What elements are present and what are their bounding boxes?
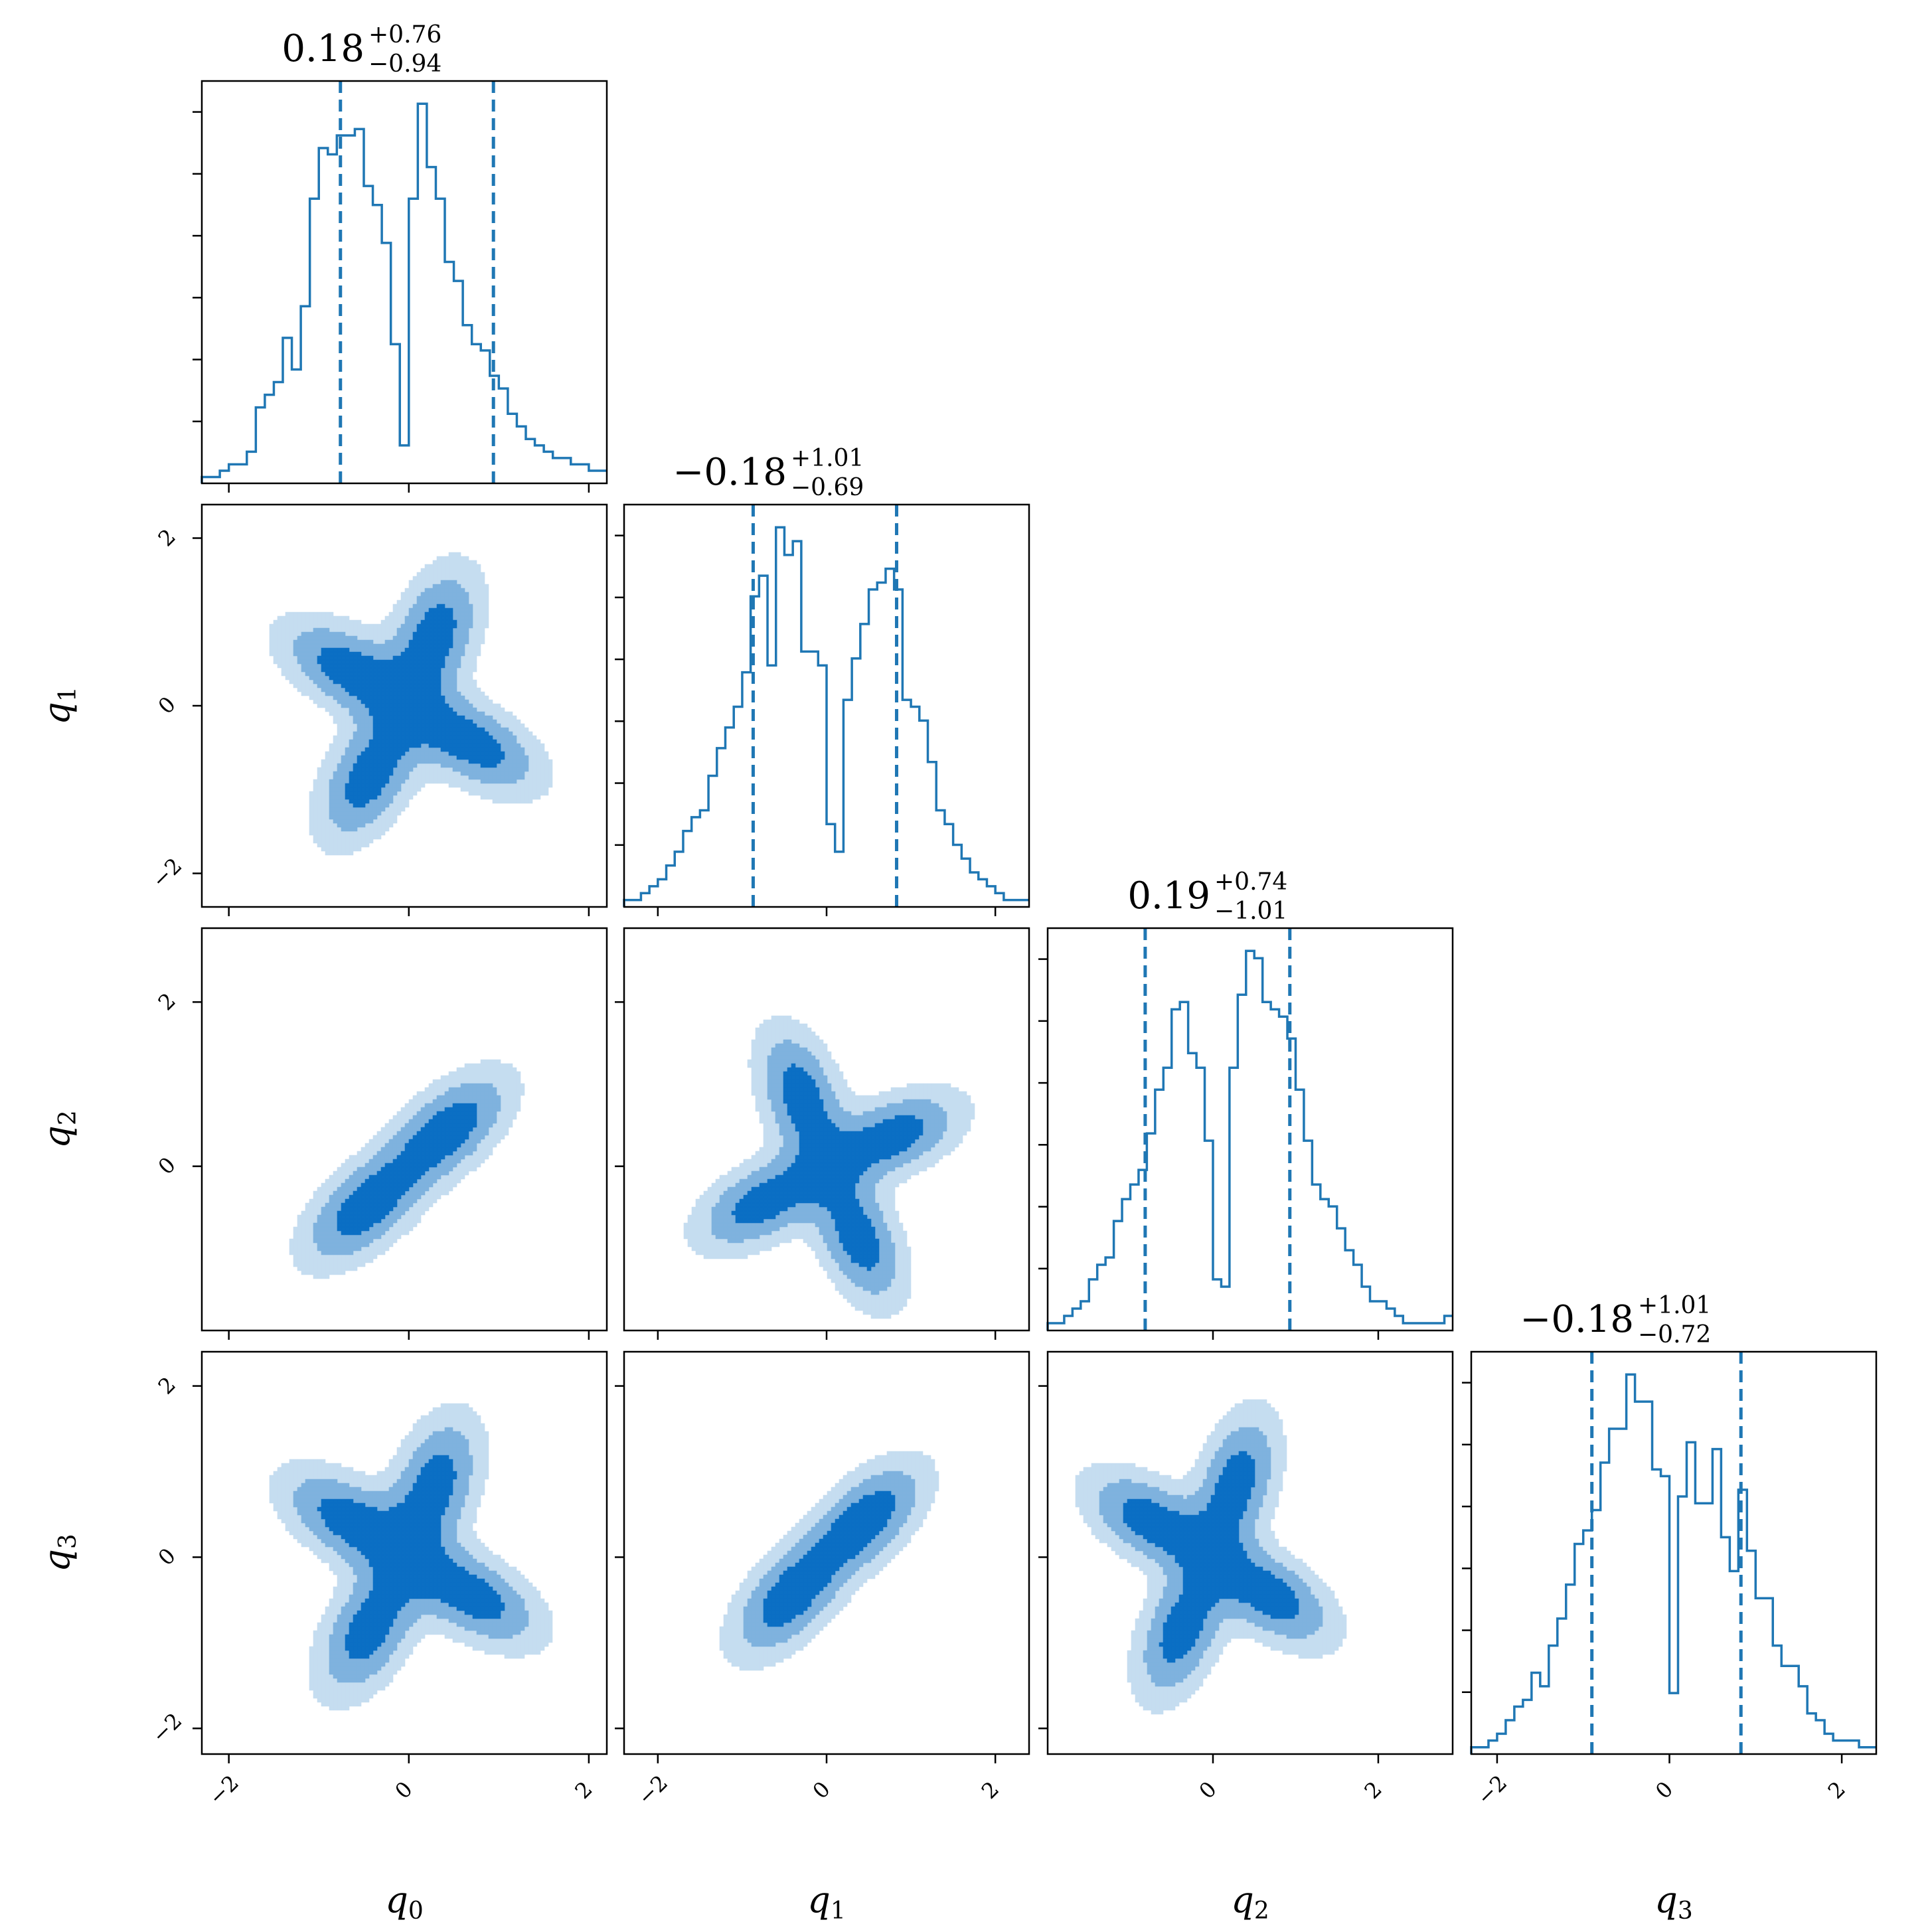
y-tick-label-q3: −2 <box>147 1708 187 1747</box>
marginal-title-plus: +1.01 <box>791 445 864 472</box>
marginal-title-minus: −0.69 <box>791 474 864 501</box>
pair-panel-q1-q2 <box>623 927 1030 1332</box>
density-level-3 <box>763 1490 896 1627</box>
marginal-title-median: 0.19 <box>1127 874 1210 918</box>
density-level-3 <box>731 1063 924 1271</box>
x-tick-label-q0: 2 <box>570 1777 597 1804</box>
histogram-line <box>623 526 1029 907</box>
x-axis-name-q3: q3 <box>1654 1879 1692 1925</box>
panel-frame <box>1046 1350 1454 1755</box>
x-tick-label-q1: 0 <box>808 1777 835 1804</box>
y-tick-label-q3: 2 <box>153 1372 181 1399</box>
pair-panel-q0-q1 <box>201 503 608 908</box>
panel-frame <box>201 927 608 1332</box>
y-tick-label-q1: 0 <box>153 692 181 719</box>
pair-panel-q1-q3 <box>623 1350 1030 1755</box>
density-level-3 <box>317 604 505 808</box>
marginal-title-minus: −0.72 <box>1638 1321 1711 1348</box>
marginal-title-plus: +0.76 <box>368 21 442 48</box>
x-tick-label-q0: −2 <box>204 1770 244 1810</box>
histogram-line <box>1046 949 1453 1330</box>
x-tick-label-q1: −2 <box>633 1770 673 1810</box>
x-tick-label-q1: 2 <box>977 1777 1004 1804</box>
panel-frame <box>201 80 608 485</box>
pair-panel-q2-q3 <box>1046 1350 1454 1755</box>
pair-panel-q0-q3 <box>201 1350 608 1755</box>
y-tick-label-q2: 2 <box>153 988 181 1015</box>
marginal-panel-q3: −0.18 +1.01−0.72 <box>1462 1292 1878 1755</box>
x-tick-label-q0: 0 <box>390 1777 417 1804</box>
marginal-panel-q2: 0.19 +0.74−1.01 <box>1038 868 1454 1332</box>
panel-frame <box>201 1350 608 1755</box>
y-tick-label-q1: −2 <box>147 853 187 893</box>
y-axis-name-q1: q1 <box>36 686 82 724</box>
x-tick-label-q2: 2 <box>1360 1777 1387 1804</box>
x-tick-label-q2: 0 <box>1194 1777 1222 1804</box>
marginal-panel-q1: −0.18 +1.01−0.69 <box>615 445 1030 908</box>
marginal-title-minus: −0.94 <box>368 50 442 78</box>
y-axis-name-q3: q3 <box>36 1534 82 1571</box>
panel-frame <box>1470 1350 1878 1755</box>
density-level-3 <box>337 1103 477 1236</box>
corner-panels: 0.18 +0.76−0.94−0.18 +1.01−0.690.19 +0.74−1… <box>36 21 1878 1925</box>
x-axis-name-q2: q2 <box>1231 1879 1269 1925</box>
pair-panel-q0-q2 <box>201 927 608 1332</box>
marginal-title-median: 0.18 <box>282 27 364 70</box>
x-tick-label-q3: 2 <box>1823 1777 1850 1804</box>
y-tick-label-q2: 0 <box>153 1152 181 1179</box>
density-level-3 <box>1123 1451 1299 1663</box>
marginal-title-plus: +1.01 <box>1638 1292 1711 1319</box>
marginal-title-minus: −1.01 <box>1214 898 1287 925</box>
x-axis-name-q0: q0 <box>385 1879 423 1925</box>
marginal-title-plus: +0.74 <box>1214 868 1287 896</box>
histogram-line <box>1470 1373 1876 1754</box>
histogram-line <box>201 102 607 483</box>
y-tick-label-q3: 0 <box>153 1543 181 1570</box>
x-tick-label-q3: 0 <box>1650 1777 1678 1804</box>
x-tick-label-q3: −2 <box>1472 1770 1512 1810</box>
panel-frame <box>1046 927 1454 1332</box>
y-tick-label-q1: 2 <box>153 524 181 551</box>
marginal-panel-q0: 0.18 +0.76−0.94 <box>193 21 608 485</box>
marginal-title-median: −0.18 <box>1520 1298 1634 1341</box>
density-level-3 <box>317 1455 505 1659</box>
x-axis-name-q1: q1 <box>807 1879 845 1925</box>
y-axis-name-q2: q2 <box>36 1110 82 1148</box>
marginal-title-median: −0.18 <box>673 451 787 494</box>
